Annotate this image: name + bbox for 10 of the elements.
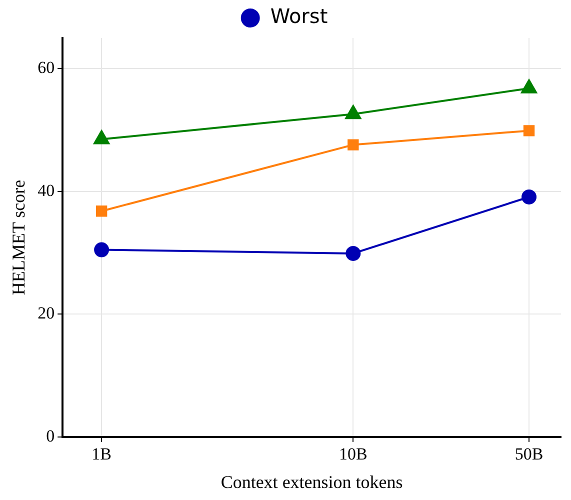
x-tick-label: 10B [338, 444, 368, 464]
y-tick-label: 40 [38, 180, 55, 200]
y-tick-label: 60 [38, 58, 55, 78]
y-tick-label: 0 [46, 426, 55, 446]
x-tick-label: 1B [92, 444, 112, 464]
legend-label: Worst [270, 4, 328, 28]
x-tick-label: 50B [514, 444, 544, 464]
x-axis-title: Context extension tokens [220, 472, 403, 492]
y-axis-title: HELMET score [8, 180, 29, 296]
y-tick-label: 20 [38, 304, 55, 323]
